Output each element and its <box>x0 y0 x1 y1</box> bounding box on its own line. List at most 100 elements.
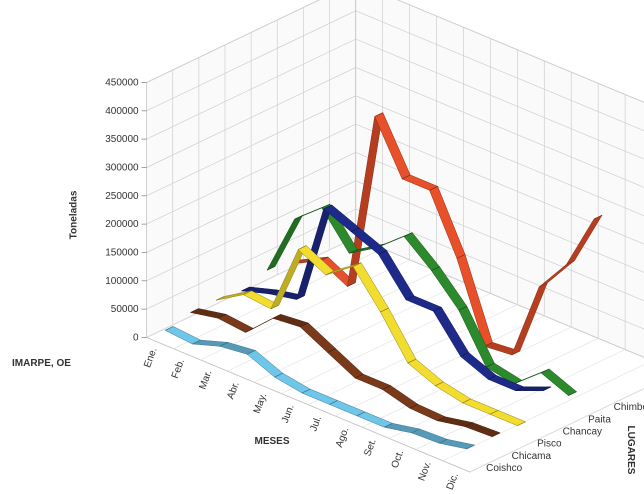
data-point <box>164 326 174 331</box>
data-point <box>378 250 387 255</box>
data-point <box>325 270 334 276</box>
data-point <box>354 373 364 379</box>
data-point <box>431 266 440 271</box>
series-ribbon-chimbote <box>292 112 603 356</box>
data-point <box>458 306 468 311</box>
data-point <box>329 400 338 405</box>
x-tick-label: Nov. <box>417 460 434 482</box>
series-ribbon-chicama <box>189 308 501 438</box>
y-tick-label: 200000 <box>105 219 139 230</box>
y-tick-label: 100000 <box>105 276 139 287</box>
floor-gridline <box>200 259 410 361</box>
data-point <box>403 232 413 237</box>
data-point <box>436 416 446 422</box>
x-tick-label: May. <box>252 392 269 415</box>
data-point <box>323 204 332 210</box>
data-point <box>538 282 548 288</box>
data-point <box>540 368 550 374</box>
chart-labels: 0 50000 100000 150000 200000 250000 300000 3500… <box>69 77 644 491</box>
data-point <box>266 266 276 271</box>
data-point <box>407 358 417 364</box>
data-point <box>460 352 469 357</box>
data-point <box>429 186 438 191</box>
data-point <box>190 308 199 313</box>
data-point <box>542 386 552 392</box>
x-tick-label: Mar. <box>197 369 214 391</box>
y-tick-label: 300000 <box>105 162 139 173</box>
data-point <box>356 411 366 417</box>
data-point <box>374 112 383 117</box>
z-tick-label: Chimbote <box>614 402 644 413</box>
floor-gridline <box>415 349 626 450</box>
floor-gridline <box>254 281 464 383</box>
x-tick-label: Feb. <box>170 358 187 381</box>
source-label: IMARPE, OE <box>12 358 71 369</box>
z-tick-label: Coishco <box>486 463 523 474</box>
data-point <box>382 385 391 390</box>
data-point <box>401 174 411 180</box>
data-point <box>294 215 303 220</box>
data-point <box>347 282 356 287</box>
y-tick-label: 450000 <box>105 77 139 88</box>
x-axis-label: MESES <box>254 436 289 447</box>
z-tick-label: Paita <box>588 414 611 425</box>
z-tick-label: Pisco <box>537 439 562 450</box>
data-point <box>487 375 497 380</box>
series-ribbon-coishco <box>164 326 476 450</box>
data-point <box>243 290 252 295</box>
x-tick-label: Dic. <box>445 472 461 492</box>
data-point <box>464 422 473 427</box>
data-point <box>247 350 256 355</box>
data-point <box>515 386 524 392</box>
floor-gridline <box>361 326 572 428</box>
data-point <box>409 404 418 409</box>
data-point <box>219 342 229 347</box>
data-point <box>327 348 336 353</box>
series-ribbon-pisco <box>215 245 527 426</box>
data-point <box>433 307 442 312</box>
data-point <box>405 295 415 301</box>
data-point <box>568 391 577 396</box>
x-tick-label: Ago. <box>334 426 351 449</box>
x-tick-label: Jul. <box>308 415 324 433</box>
data-point <box>350 227 360 232</box>
data-point <box>245 328 254 333</box>
chart-ribbons <box>164 112 603 450</box>
data-point <box>268 289 278 295</box>
x-tick-label: Set. <box>362 437 378 457</box>
data-point <box>299 322 309 328</box>
data-point <box>321 203 331 209</box>
data-point <box>593 214 603 220</box>
y-tick-label: 400000 <box>105 106 139 117</box>
series-ribbon-chancay <box>240 204 552 392</box>
y-tick-label: 50000 <box>111 304 139 315</box>
data-point <box>301 388 311 394</box>
data-point <box>435 381 444 387</box>
data-point <box>296 295 305 300</box>
data-point <box>456 254 466 259</box>
floor-gridline <box>388 338 599 439</box>
data-point <box>274 372 283 378</box>
gridline-y <box>146 0 644 103</box>
x-tick-label: Abr. <box>225 380 241 400</box>
data-point <box>491 432 501 438</box>
data-point <box>511 350 520 356</box>
data-point <box>466 444 475 450</box>
data-point <box>517 421 526 426</box>
data-point <box>566 260 575 265</box>
data-point <box>486 362 495 368</box>
floor-gridline <box>469 388 644 473</box>
data-point <box>462 398 471 404</box>
data-point <box>270 304 280 310</box>
y-tick-label: 350000 <box>105 134 139 145</box>
data-point <box>352 262 362 267</box>
data-point <box>215 296 225 301</box>
data-point <box>438 439 448 444</box>
x-tick-label: Ene. <box>142 346 159 369</box>
floor-gridline <box>335 315 545 417</box>
z-axis-label: LUGARES <box>625 426 636 475</box>
floor-gridline <box>442 364 644 462</box>
data-point <box>192 339 201 345</box>
data-point <box>272 314 281 319</box>
